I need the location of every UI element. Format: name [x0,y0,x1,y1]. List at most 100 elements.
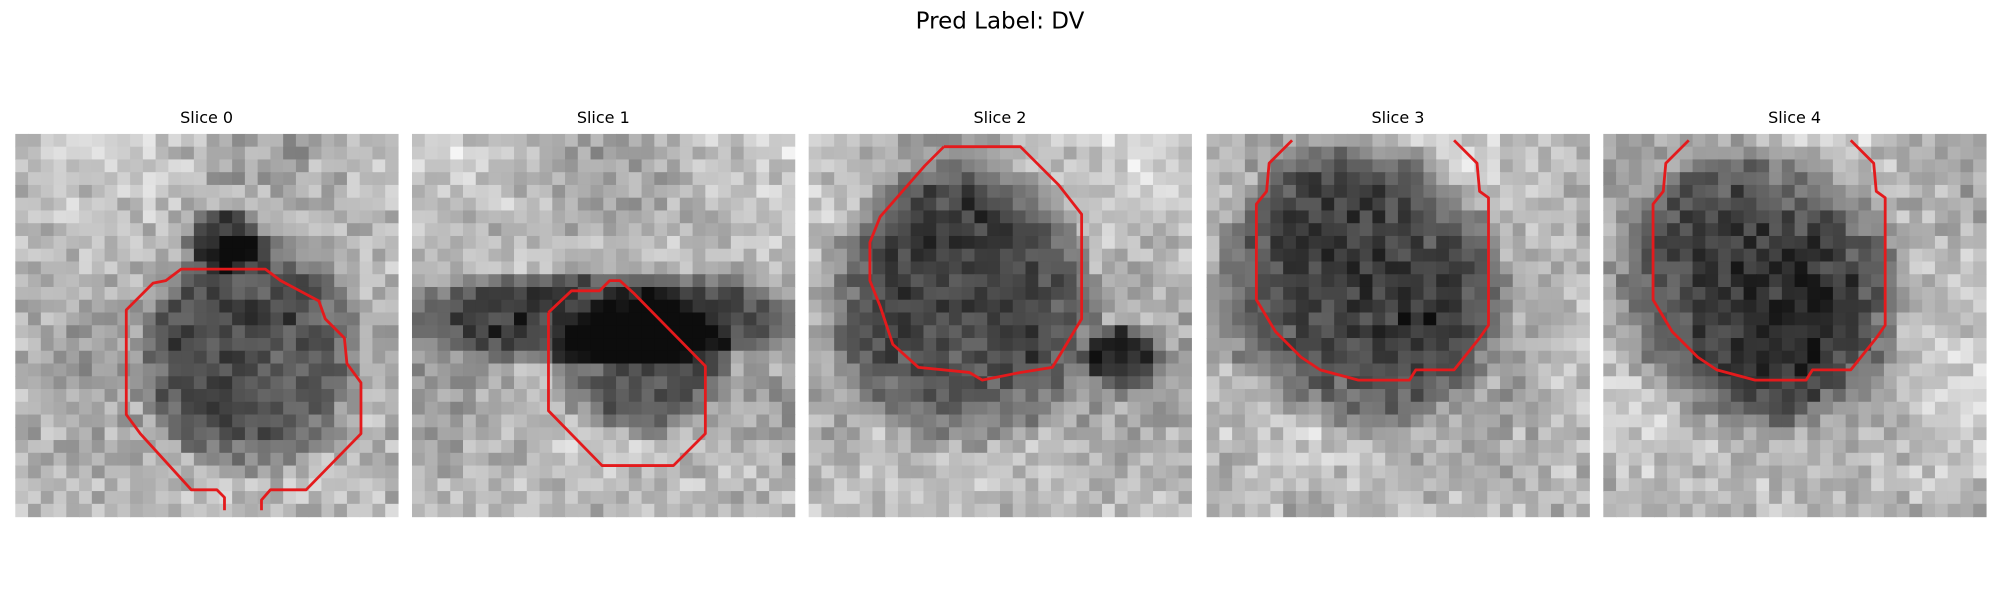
pixel [1832,350,1847,365]
pixel [346,223,361,237]
pixel [1730,414,1745,428]
pixel [730,440,745,454]
pixel [463,133,477,148]
pixel [219,248,233,263]
pixel [346,235,361,250]
pixel [1114,478,1129,492]
pixel [923,389,937,403]
pixel [781,350,796,365]
pixel [501,452,515,467]
pixel [1153,440,1167,454]
pixel [437,146,451,161]
pixel [1257,210,1271,224]
pixel [987,299,1001,314]
pixel [1832,261,1847,275]
pixel [1807,312,1821,326]
pixel [1219,286,1233,301]
pixel [628,172,643,186]
pixel [974,427,988,441]
pixel [1076,376,1090,390]
pixel [1858,261,1872,275]
pixel [1025,350,1039,365]
pixel [1397,440,1412,454]
pixel [1973,350,1987,365]
pixel [859,440,874,454]
pixel [1563,172,1578,186]
pixel [1474,235,1488,250]
pixel [1063,478,1078,492]
pixel [321,184,335,199]
pixel [872,197,886,212]
pixel [1153,286,1167,301]
pixel [1063,286,1078,301]
pixel [1461,299,1476,314]
pixel [437,133,451,148]
pixel [1385,338,1399,352]
pixel [1423,427,1437,441]
pixel [628,491,643,505]
pixel [66,401,80,416]
pixel [1346,338,1361,352]
pixel [91,235,106,250]
pixel [1705,401,1719,416]
pixel [142,299,157,314]
pixel [526,197,541,212]
pixel [437,274,451,288]
pixel [1153,159,1167,173]
pixel [1178,376,1192,390]
pixel [372,465,386,479]
pixel [232,376,246,390]
pixel [1756,325,1770,339]
pixel [334,261,348,275]
pixel [1385,248,1399,263]
pixel [193,223,208,237]
pixel [15,274,29,288]
pixel [1232,440,1246,454]
pixel [808,465,823,479]
pixel [987,452,1001,467]
pixel [232,172,246,186]
pixel [321,223,335,237]
pixel [359,146,374,161]
pixel [1076,286,1090,301]
pixel [308,197,323,212]
pixel [1730,312,1745,326]
pixel [308,440,323,454]
pixel [936,325,950,339]
pixel [872,414,886,428]
pixel [1232,146,1246,161]
pixel [1165,133,1180,148]
pixel [590,184,604,199]
pixel [53,184,67,199]
pixel [308,338,323,352]
pixel [79,159,93,173]
pixel [910,146,925,161]
pixel [692,376,706,390]
pixel [1038,389,1052,403]
pixel [1858,299,1872,314]
pixel [1283,325,1297,339]
pixel [834,452,848,467]
pixel [1244,389,1259,403]
pixel [999,325,1014,339]
pixel [104,274,118,288]
pixel [667,197,681,212]
pixel [1858,197,1872,212]
pixel [1820,350,1834,365]
pixel [1512,414,1527,428]
pixel [219,389,233,403]
pixel [961,299,976,314]
pixel [488,261,502,275]
pixel [130,401,144,416]
pixel [1603,376,1617,390]
pixel [1232,261,1246,275]
pixel [1244,440,1259,454]
pixel [1858,389,1872,403]
pixel [1654,312,1668,326]
pixel [859,452,874,467]
pixel [1461,401,1476,416]
pixel [1603,427,1617,441]
pixel [295,235,310,250]
pixel [15,465,29,479]
pixel [756,210,770,224]
